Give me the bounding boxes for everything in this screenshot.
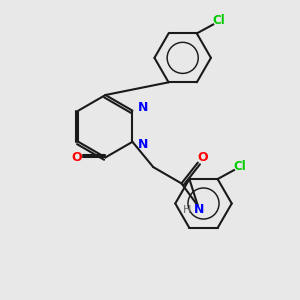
Text: O: O (198, 151, 208, 164)
Text: N: N (194, 203, 205, 216)
Text: O: O (71, 151, 82, 164)
Text: N: N (138, 101, 148, 114)
Text: Cl: Cl (233, 160, 246, 173)
Text: H: H (183, 205, 192, 215)
Text: N: N (138, 138, 148, 151)
Text: Cl: Cl (213, 14, 226, 27)
